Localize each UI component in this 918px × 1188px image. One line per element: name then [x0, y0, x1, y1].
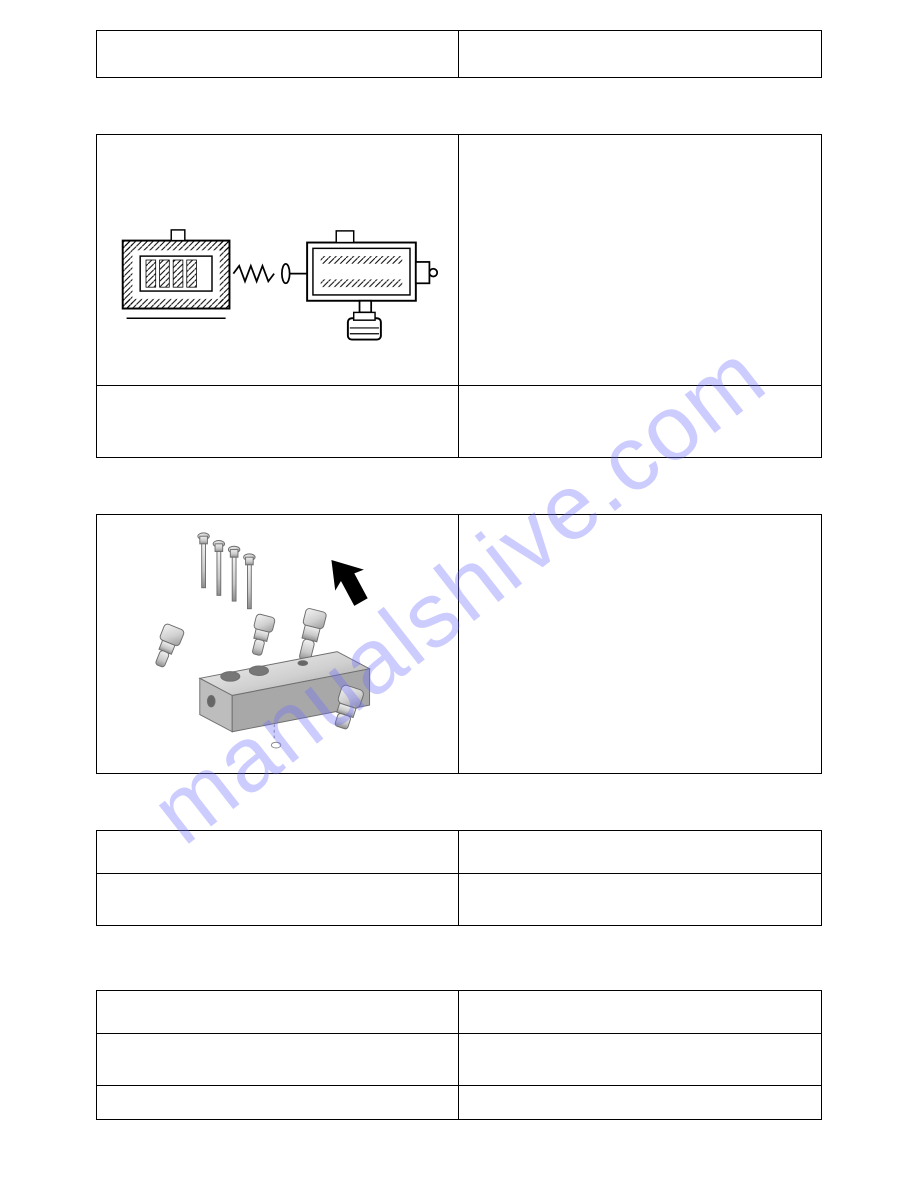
t5-r2-c1: [97, 1034, 459, 1085]
diagram-valve-exploded: [113, 145, 443, 375]
table-5: [96, 990, 822, 1120]
t5-r3-c2: [459, 1086, 821, 1119]
t2-r1-c2: [459, 135, 821, 385]
t5-r3-c1: [97, 1086, 459, 1119]
cartridge-mid: [247, 613, 275, 656]
t1-r1-c2: [459, 31, 821, 77]
diagram-manifold-exploded: [113, 520, 443, 768]
t1-r1-c1: [97, 31, 459, 77]
table-2: [96, 134, 822, 458]
t4-r2-c1: [97, 874, 459, 925]
table-3: [96, 514, 822, 774]
t3-image-cell: [97, 515, 459, 773]
t5-r1-c2: [459, 991, 821, 1033]
t4-r1-c2: [459, 831, 821, 873]
t2-r2-c2: [459, 386, 821, 457]
arrow-indicator-icon: [331, 560, 367, 606]
connector-cap-icon: [347, 312, 380, 339]
t5-r2-c2: [459, 1034, 821, 1085]
t3-r1-c2: [459, 515, 821, 773]
bolt-group: [197, 533, 254, 609]
t2-image-cell: [97, 135, 459, 385]
t4-r2-c2: [459, 874, 821, 925]
t4-r1-c1: [97, 831, 459, 873]
t2-r2-c1: [97, 386, 459, 457]
cartridge-left: [149, 623, 184, 670]
table-1: [96, 30, 822, 78]
table-4: [96, 830, 822, 926]
t5-r1-c1: [97, 991, 459, 1033]
